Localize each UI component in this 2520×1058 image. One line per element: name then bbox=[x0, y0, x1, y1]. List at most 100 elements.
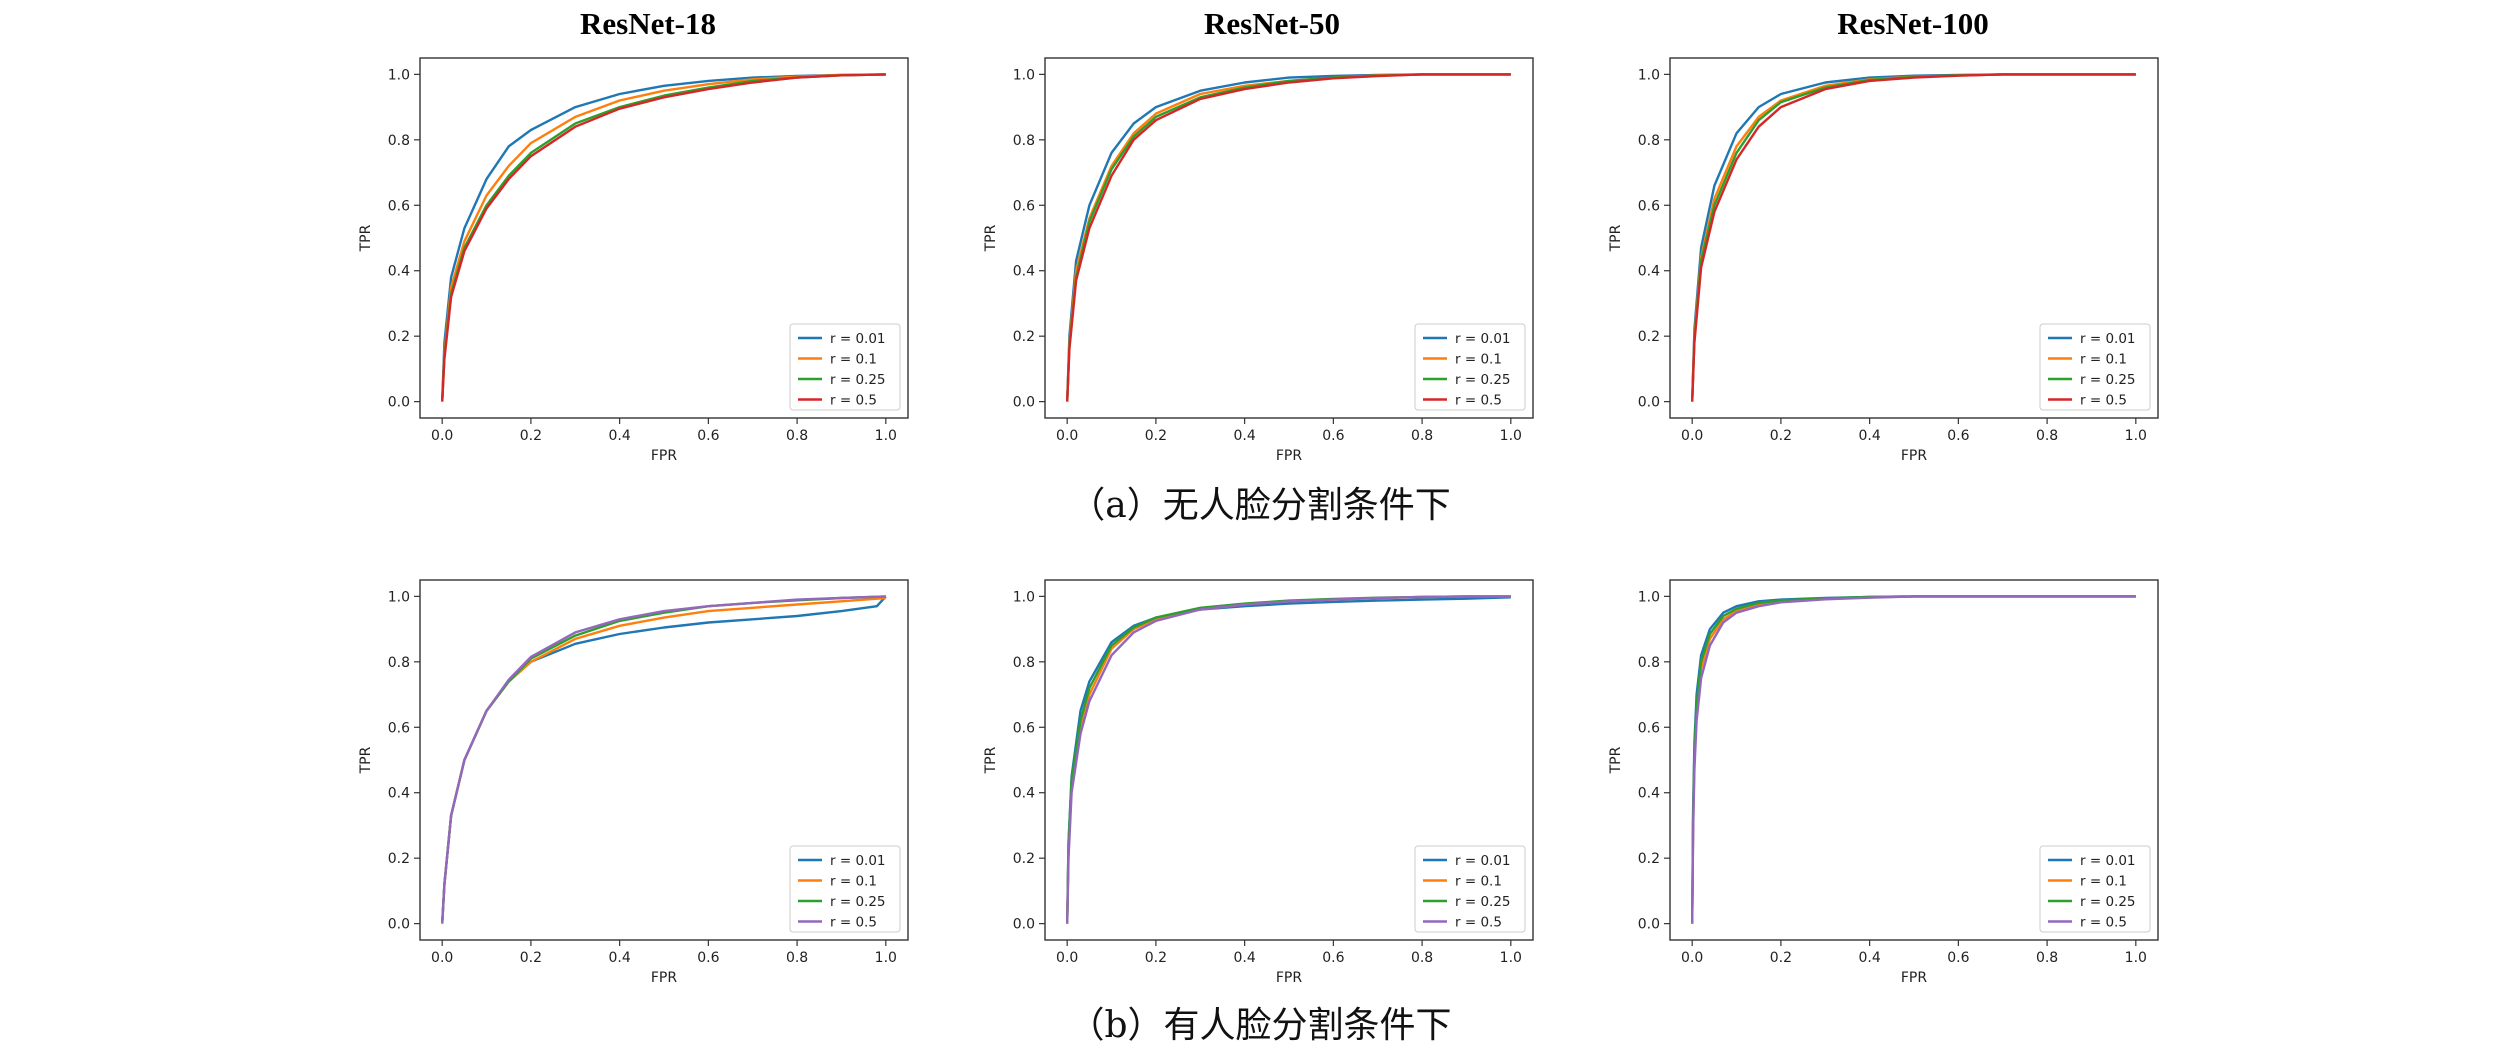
x-tick-label: 0.8 bbox=[1411, 950, 1433, 966]
legend-label: r = 0.1 bbox=[1455, 352, 1502, 368]
y-axis-label: TPR bbox=[983, 746, 999, 774]
legend-label: r = 0.1 bbox=[1455, 874, 1502, 890]
y-tick-label: 0.0 bbox=[1013, 917, 1035, 933]
x-tick-label: 1.0 bbox=[1500, 428, 1522, 444]
legend-box bbox=[789, 845, 901, 933]
x-axis-label: FPR bbox=[651, 970, 677, 986]
x-tick-label: 1.0 bbox=[875, 428, 897, 444]
x-tick-label: 0.0 bbox=[1056, 950, 1078, 966]
legend-box bbox=[1414, 323, 1526, 411]
x-tick-label: 0.4 bbox=[1859, 950, 1881, 966]
roc-line-series-3 bbox=[1066, 73, 1511, 402]
y-axis-label: TPR bbox=[983, 224, 999, 252]
x-tick-label: 0.8 bbox=[786, 428, 808, 444]
x-tick-label: 0.6 bbox=[1322, 950, 1344, 966]
y-axis-label: TPR bbox=[358, 746, 374, 774]
y-tick-label: 0.6 bbox=[388, 198, 410, 214]
y-tick-label: 0.6 bbox=[1638, 720, 1660, 736]
legend-label: r = 0.01 bbox=[2080, 331, 2136, 347]
legend-label: r = 0.25 bbox=[2080, 372, 2136, 388]
y-tick-label: 0.2 bbox=[1013, 851, 1035, 867]
y-axis-label: TPR bbox=[358, 224, 374, 252]
legend-label: r = 0.5 bbox=[1455, 393, 1502, 409]
x-tick-label: 0.0 bbox=[1681, 428, 1703, 444]
y-tick-label: 0.8 bbox=[1638, 133, 1660, 149]
y-tick-label: 0.8 bbox=[1013, 655, 1035, 671]
y-tick-label: 0.2 bbox=[388, 329, 410, 345]
legend-label: r = 0.5 bbox=[830, 393, 877, 409]
x-tick-label: 0.8 bbox=[2036, 428, 2058, 444]
y-tick-label: 1.0 bbox=[1638, 589, 1660, 605]
x-axis-label: FPR bbox=[1276, 448, 1302, 464]
y-tick-label: 0.0 bbox=[1013, 395, 1035, 411]
roc-chart-a-resnet50: 0.0 0.2 0.4 0.6 0.8 1.0 0.0 0.2 0.4 0.6 0.8 1.0 FPR T… bbox=[983, 57, 1534, 464]
roc-chart-b-resnet18: 0.0 0.2 0.4 0.6 0.8 1.0 0.0 0.2 0.4 0.6 0.8 1.0 FPR T… bbox=[358, 579, 909, 986]
x-tick-label: 0.4 bbox=[1234, 428, 1256, 444]
y-axis-label: TPR bbox=[1608, 746, 1624, 774]
legend-label: r = 0.25 bbox=[1455, 894, 1511, 910]
x-axis-label: FPR bbox=[1276, 970, 1302, 986]
roc-chart-a-resnet100: 0.0 0.2 0.4 0.6 0.8 1.0 0.0 0.2 0.4 0.6 0.8 1.0 FPR T… bbox=[1608, 57, 2159, 464]
legend-box bbox=[1414, 845, 1526, 933]
legend-label: r = 0.5 bbox=[2080, 393, 2127, 409]
x-tick-label: 0.2 bbox=[520, 950, 542, 966]
x-tick-label: 0.8 bbox=[2036, 950, 2058, 966]
legend-label: r = 0.5 bbox=[830, 915, 877, 931]
x-tick-label: 0.6 bbox=[697, 428, 719, 444]
x-tick-label: 1.0 bbox=[1500, 950, 1522, 966]
x-tick-label: 0.0 bbox=[431, 950, 453, 966]
legend-label: r = 0.1 bbox=[830, 874, 877, 890]
roc-line-series-3 bbox=[1691, 73, 2136, 402]
y-axis-label: TPR bbox=[1608, 224, 1624, 252]
y-tick-label: 0.2 bbox=[388, 851, 410, 867]
column-title-resnet50: ResNet-50 bbox=[1203, 6, 1340, 41]
y-tick-label: 0.4 bbox=[1013, 786, 1035, 802]
legend-box bbox=[2039, 845, 2151, 933]
x-axis-label: FPR bbox=[1901, 448, 1927, 464]
column-title-resnet100: ResNet-100 bbox=[1837, 6, 1989, 41]
y-tick-label: 0.4 bbox=[388, 264, 410, 280]
x-tick-label: 0.0 bbox=[1681, 950, 1703, 966]
roc-line-series-3 bbox=[1066, 595, 1511, 924]
x-tick-label: 0.4 bbox=[609, 428, 631, 444]
y-tick-label: 0.8 bbox=[1638, 655, 1660, 671]
legend-label: r = 0.25 bbox=[2080, 894, 2136, 910]
roc-chart-b-resnet100: 0.0 0.2 0.4 0.6 0.8 1.0 0.0 0.2 0.4 0.6 0.8 1.0 FPR T… bbox=[1608, 579, 2159, 986]
y-tick-label: 0.6 bbox=[1638, 198, 1660, 214]
x-tick-label: 1.0 bbox=[875, 950, 897, 966]
legend-label: r = 0.1 bbox=[830, 352, 877, 368]
legend-label: r = 0.01 bbox=[830, 331, 886, 347]
y-tick-label: 0.2 bbox=[1638, 329, 1660, 345]
x-tick-label: 1.0 bbox=[2125, 428, 2147, 444]
legend-label: r = 0.01 bbox=[1455, 853, 1511, 869]
legend-label: r = 0.5 bbox=[1455, 915, 1502, 931]
legend-box bbox=[789, 323, 901, 411]
y-tick-label: 0.6 bbox=[388, 720, 410, 736]
x-tick-label: 0.4 bbox=[1234, 950, 1256, 966]
x-tick-label: 1.0 bbox=[2125, 950, 2147, 966]
x-tick-label: 0.2 bbox=[1145, 428, 1167, 444]
y-tick-label: 0.4 bbox=[388, 786, 410, 802]
legend-label: r = 0.01 bbox=[2080, 853, 2136, 869]
y-tick-label: 0.4 bbox=[1013, 264, 1035, 280]
y-tick-label: 0.6 bbox=[1013, 720, 1035, 736]
x-tick-label: 0.8 bbox=[786, 950, 808, 966]
legend-label: r = 0.25 bbox=[830, 372, 886, 388]
y-tick-label: 0.2 bbox=[1013, 329, 1035, 345]
caption-b: （b）有人脸分割条件下 bbox=[1068, 1005, 1452, 1046]
legend-label: r = 0.5 bbox=[2080, 915, 2127, 931]
legend-label: r = 0.25 bbox=[830, 894, 886, 910]
legend-label: r = 0.25 bbox=[1455, 372, 1511, 388]
y-tick-label: 0.8 bbox=[388, 133, 410, 149]
x-tick-label: 0.2 bbox=[1145, 950, 1167, 966]
roc-line-series-3 bbox=[441, 595, 886, 924]
y-tick-label: 0.8 bbox=[388, 655, 410, 671]
y-tick-label: 0.4 bbox=[1638, 264, 1660, 280]
x-tick-label: 0.0 bbox=[1056, 428, 1078, 444]
x-axis-label: FPR bbox=[1901, 970, 1927, 986]
y-tick-label: 0.6 bbox=[1013, 198, 1035, 214]
x-tick-label: 0.2 bbox=[520, 428, 542, 444]
y-tick-label: 0.0 bbox=[1638, 917, 1660, 933]
y-tick-label: 0.0 bbox=[388, 395, 410, 411]
y-tick-label: 0.0 bbox=[1638, 395, 1660, 411]
